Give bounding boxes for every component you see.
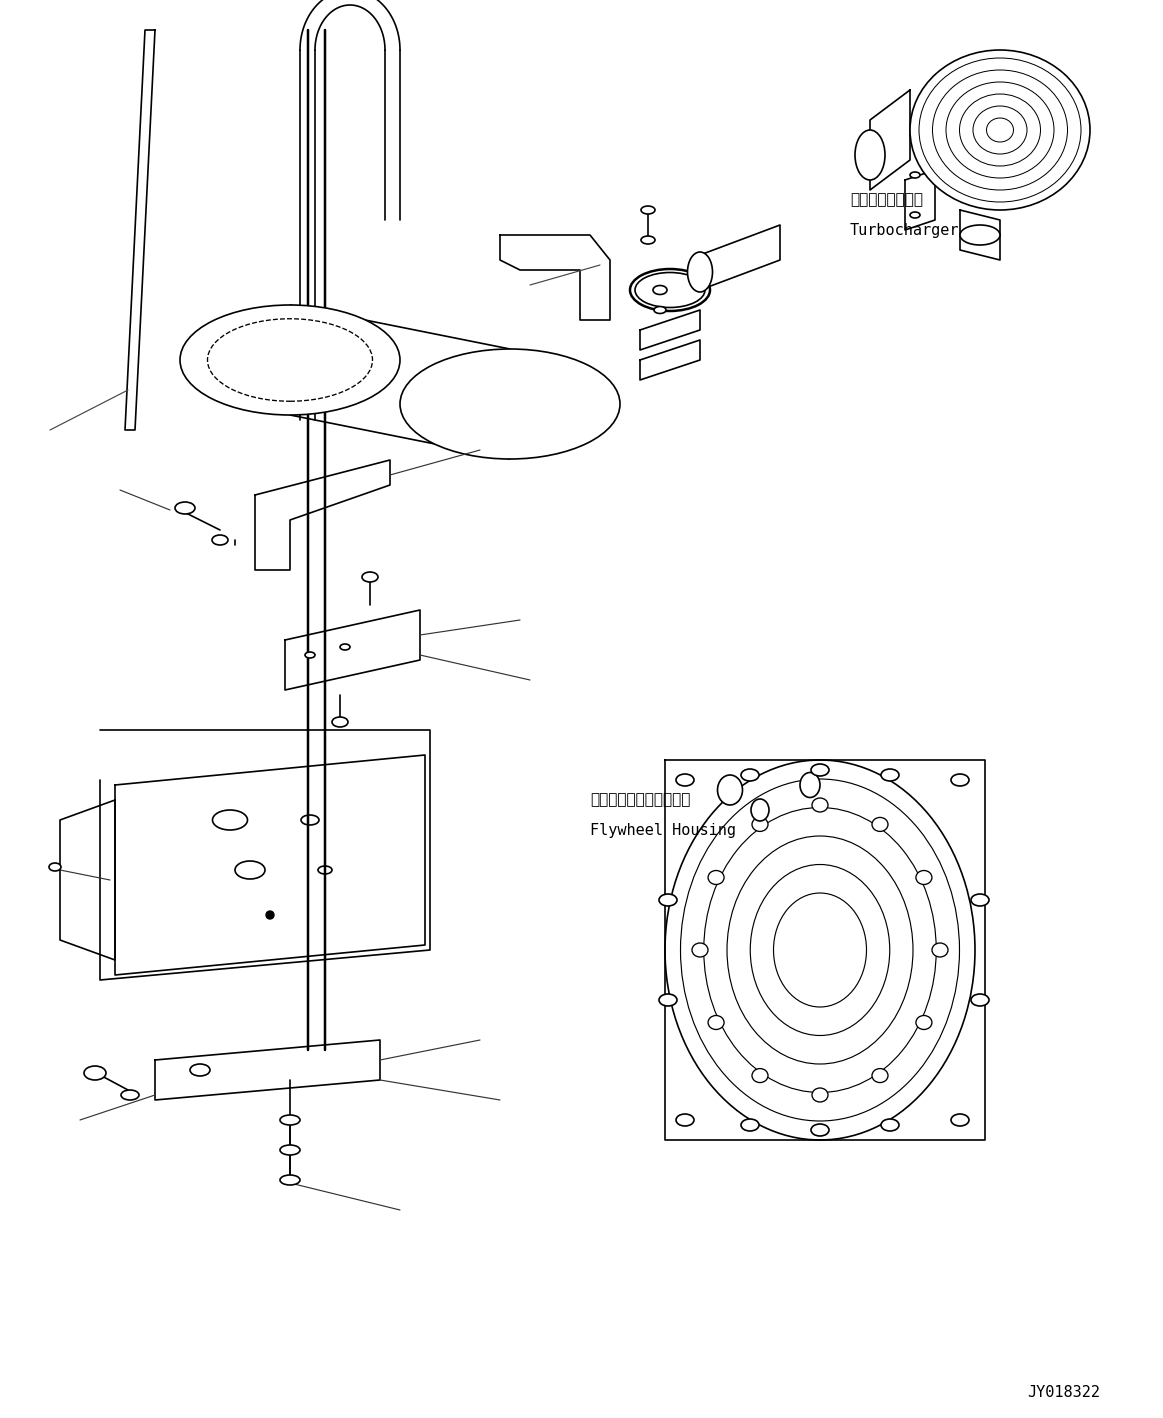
Ellipse shape (659, 994, 677, 1005)
Text: ターボチャージャ: ターボチャージャ (850, 193, 923, 207)
Ellipse shape (718, 776, 742, 805)
Ellipse shape (280, 1144, 300, 1156)
Ellipse shape (932, 943, 948, 957)
Ellipse shape (84, 1066, 106, 1081)
Ellipse shape (665, 760, 975, 1140)
Ellipse shape (752, 1069, 768, 1082)
Ellipse shape (635, 272, 705, 308)
Ellipse shape (692, 943, 708, 957)
Text: JY018322: JY018322 (1027, 1385, 1100, 1400)
Ellipse shape (909, 213, 920, 218)
Ellipse shape (305, 652, 315, 658)
Ellipse shape (872, 817, 889, 831)
Ellipse shape (708, 1015, 725, 1029)
Ellipse shape (741, 1119, 759, 1132)
Ellipse shape (362, 571, 378, 581)
Ellipse shape (280, 1176, 300, 1185)
Ellipse shape (400, 349, 620, 459)
Ellipse shape (49, 864, 60, 871)
Text: Turbocharger: Turbocharger (850, 223, 959, 237)
Ellipse shape (641, 235, 655, 244)
Ellipse shape (812, 1088, 828, 1102)
Ellipse shape (909, 172, 920, 179)
Ellipse shape (687, 252, 713, 292)
Ellipse shape (654, 306, 666, 313)
Ellipse shape (174, 502, 195, 513)
Ellipse shape (280, 1115, 300, 1124)
Ellipse shape (855, 130, 885, 180)
Ellipse shape (121, 1090, 140, 1100)
Ellipse shape (916, 871, 932, 885)
Ellipse shape (882, 1119, 899, 1132)
Ellipse shape (872, 1069, 889, 1082)
Ellipse shape (959, 225, 1000, 245)
Ellipse shape (882, 769, 899, 781)
Text: フライホイルハウジング: フライホイルハウジング (590, 793, 691, 807)
Ellipse shape (741, 769, 759, 781)
Ellipse shape (180, 305, 400, 415)
Ellipse shape (951, 774, 969, 786)
Ellipse shape (752, 817, 768, 831)
Ellipse shape (652, 285, 668, 295)
Ellipse shape (331, 718, 348, 727)
Ellipse shape (676, 1115, 694, 1126)
Ellipse shape (951, 1115, 969, 1126)
Ellipse shape (800, 773, 820, 797)
Ellipse shape (916, 1015, 932, 1029)
Ellipse shape (708, 871, 725, 885)
Ellipse shape (340, 644, 350, 649)
Ellipse shape (212, 535, 228, 545)
Circle shape (266, 910, 274, 919)
Ellipse shape (811, 764, 829, 776)
Text: Flywheel Housing: Flywheel Housing (590, 822, 736, 838)
Ellipse shape (751, 798, 769, 821)
Ellipse shape (812, 798, 828, 813)
Ellipse shape (971, 893, 989, 906)
Ellipse shape (811, 1124, 829, 1136)
Ellipse shape (909, 50, 1090, 210)
Ellipse shape (971, 994, 989, 1005)
Ellipse shape (676, 774, 694, 786)
Ellipse shape (659, 893, 677, 906)
Ellipse shape (641, 206, 655, 214)
